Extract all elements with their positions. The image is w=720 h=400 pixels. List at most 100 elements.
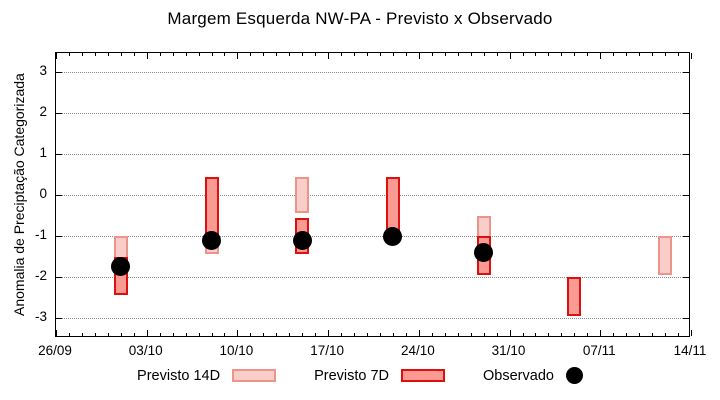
x-tick-minor bbox=[68, 53, 70, 56]
previsto-7d-bar bbox=[385, 176, 400, 234]
x-tick-minor bbox=[483, 53, 485, 56]
x-tick-minor bbox=[211, 53, 213, 56]
y-gridline bbox=[56, 113, 689, 114]
legend-label-previsto-7d: Previsto 7D bbox=[314, 367, 390, 384]
y-tick-left bbox=[56, 72, 62, 73]
x-tick-label: 31/10 bbox=[491, 343, 526, 358]
y-gridline bbox=[56, 236, 689, 237]
x-tick-minor bbox=[522, 333, 524, 336]
y-tick-label: -3 bbox=[34, 309, 47, 324]
x-tick-minor bbox=[496, 53, 498, 56]
x-tick-minor bbox=[665, 53, 667, 56]
chart-title: Margem Esquerda NW-PA - Previsto x Obser… bbox=[167, 9, 553, 28]
observado-dot bbox=[383, 226, 403, 246]
x-tick-minor bbox=[457, 53, 459, 56]
x-tick-major bbox=[237, 330, 239, 336]
x-tick-minor bbox=[587, 333, 589, 336]
x-tick-minor bbox=[302, 333, 304, 336]
x-tick-minor bbox=[263, 333, 265, 336]
x-tick-minor bbox=[613, 333, 615, 336]
x-tick-minor bbox=[172, 53, 174, 56]
x-tick-label: 26/09 bbox=[38, 343, 72, 358]
x-tick-major bbox=[56, 53, 57, 59]
observado-dot-icon bbox=[565, 367, 583, 384]
x-tick-minor bbox=[626, 333, 628, 336]
x-tick-minor bbox=[315, 53, 317, 56]
x-tick-minor bbox=[405, 53, 407, 56]
x-tick-minor bbox=[354, 53, 356, 56]
x-tick-minor bbox=[198, 53, 200, 56]
y-gridline bbox=[56, 154, 689, 155]
x-tick-major bbox=[328, 53, 330, 59]
x-tick-minor bbox=[250, 333, 252, 336]
previsto-14d-bar bbox=[658, 236, 673, 275]
x-tick-minor bbox=[133, 53, 135, 56]
x-tick-minor bbox=[263, 53, 265, 56]
x-tick-minor bbox=[639, 53, 641, 56]
y-tick-left bbox=[56, 195, 62, 196]
x-tick-minor bbox=[665, 333, 667, 336]
x-tick-minor bbox=[289, 53, 291, 56]
legend-item-previsto-7d: Previsto 7D bbox=[314, 367, 446, 384]
y-tick-right bbox=[683, 154, 689, 155]
x-tick-minor bbox=[392, 333, 394, 336]
x-tick-minor bbox=[613, 53, 615, 56]
y-tick-right bbox=[683, 72, 689, 73]
previsto-14d-swatch-icon bbox=[232, 369, 277, 382]
x-tick-minor bbox=[431, 53, 433, 56]
x-tick-minor bbox=[276, 53, 278, 56]
x-tick-minor bbox=[574, 53, 576, 56]
x-tick-label: 03/10 bbox=[128, 343, 163, 358]
x-tick-label: 17/10 bbox=[310, 343, 345, 358]
x-tick-minor bbox=[276, 333, 278, 336]
y-tick-label: 0 bbox=[39, 186, 47, 201]
x-tick-minor bbox=[367, 53, 369, 56]
x-tick-minor bbox=[172, 333, 174, 336]
x-tick-minor bbox=[107, 333, 109, 336]
y-tick-label: -1 bbox=[34, 227, 47, 242]
x-tick-major bbox=[509, 330, 511, 336]
x-tick-minor bbox=[120, 53, 122, 56]
x-tick-major bbox=[600, 330, 602, 336]
x-tick-major bbox=[237, 53, 239, 59]
observado-dot bbox=[111, 257, 131, 277]
x-tick-minor bbox=[548, 53, 550, 56]
x-tick-minor bbox=[354, 333, 356, 336]
x-tick-major bbox=[509, 53, 511, 59]
legend-item-observado: Observado bbox=[483, 367, 583, 384]
x-tick-minor bbox=[302, 53, 304, 56]
x-tick-minor bbox=[431, 333, 433, 336]
x-tick-minor bbox=[470, 333, 472, 336]
x-tick-minor bbox=[535, 333, 537, 336]
y-tick-label: -2 bbox=[34, 268, 47, 283]
x-tick-minor bbox=[457, 333, 459, 336]
y-tick-left bbox=[56, 236, 62, 237]
previsto-14d-bar bbox=[295, 176, 310, 214]
x-tick-minor bbox=[68, 333, 70, 336]
y-tick-right bbox=[683, 113, 689, 114]
x-tick-minor bbox=[185, 53, 187, 56]
y-tick-right bbox=[683, 277, 689, 278]
x-tick-minor bbox=[678, 53, 680, 56]
chart-legend: Previsto 14D Previsto 7D Observado bbox=[0, 367, 720, 384]
y-gridline bbox=[56, 277, 689, 278]
y-tick-left bbox=[56, 113, 62, 114]
x-tick-minor bbox=[250, 53, 252, 56]
previsto-7d-bar bbox=[204, 176, 219, 239]
y-tick-left bbox=[56, 277, 62, 278]
x-tick-minor bbox=[159, 333, 161, 336]
x-tick-minor bbox=[678, 333, 680, 336]
x-tick-minor bbox=[548, 333, 550, 336]
x-tick-minor bbox=[379, 333, 381, 336]
y-tick-left bbox=[56, 318, 62, 319]
x-tick-minor bbox=[120, 333, 122, 336]
x-tick-major bbox=[691, 53, 692, 59]
x-tick-label: 10/10 bbox=[219, 343, 254, 358]
x-tick-minor bbox=[483, 333, 485, 336]
legend-item-previsto-14d: Previsto 14D bbox=[137, 368, 277, 384]
previsto-7d-bar bbox=[567, 277, 582, 316]
x-tick-minor bbox=[94, 333, 96, 336]
x-tick-minor bbox=[626, 53, 628, 56]
x-tick-minor bbox=[81, 333, 83, 336]
x-tick-major bbox=[418, 330, 420, 336]
